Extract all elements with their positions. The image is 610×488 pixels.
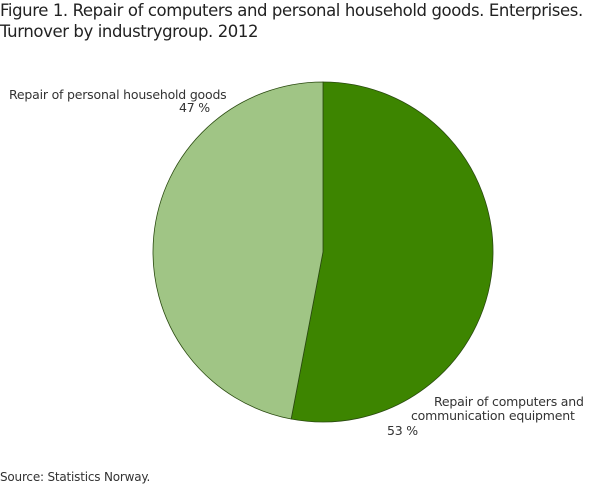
chart-title-line1: Figure 1. Repair of computers and person…	[0, 1, 583, 20]
chart-title: Figure 1. Repair of computers and person…	[0, 0, 610, 42]
chart-title-line2: Turnover by industrygroup. 2012	[0, 22, 259, 41]
source-note: Source: Statistics Norway.	[0, 470, 151, 484]
slice-household	[152, 81, 324, 420]
label-computers-name-1: Repair of computers and	[434, 394, 584, 409]
slice-computers	[290, 81, 494, 423]
label-household-name: Repair of personal household goods	[9, 87, 227, 102]
label-computers-pct: 53 %	[387, 423, 418, 438]
label-household-pct: 47 %	[179, 100, 210, 115]
label-computers-name-2: communication equipment	[411, 408, 575, 423]
